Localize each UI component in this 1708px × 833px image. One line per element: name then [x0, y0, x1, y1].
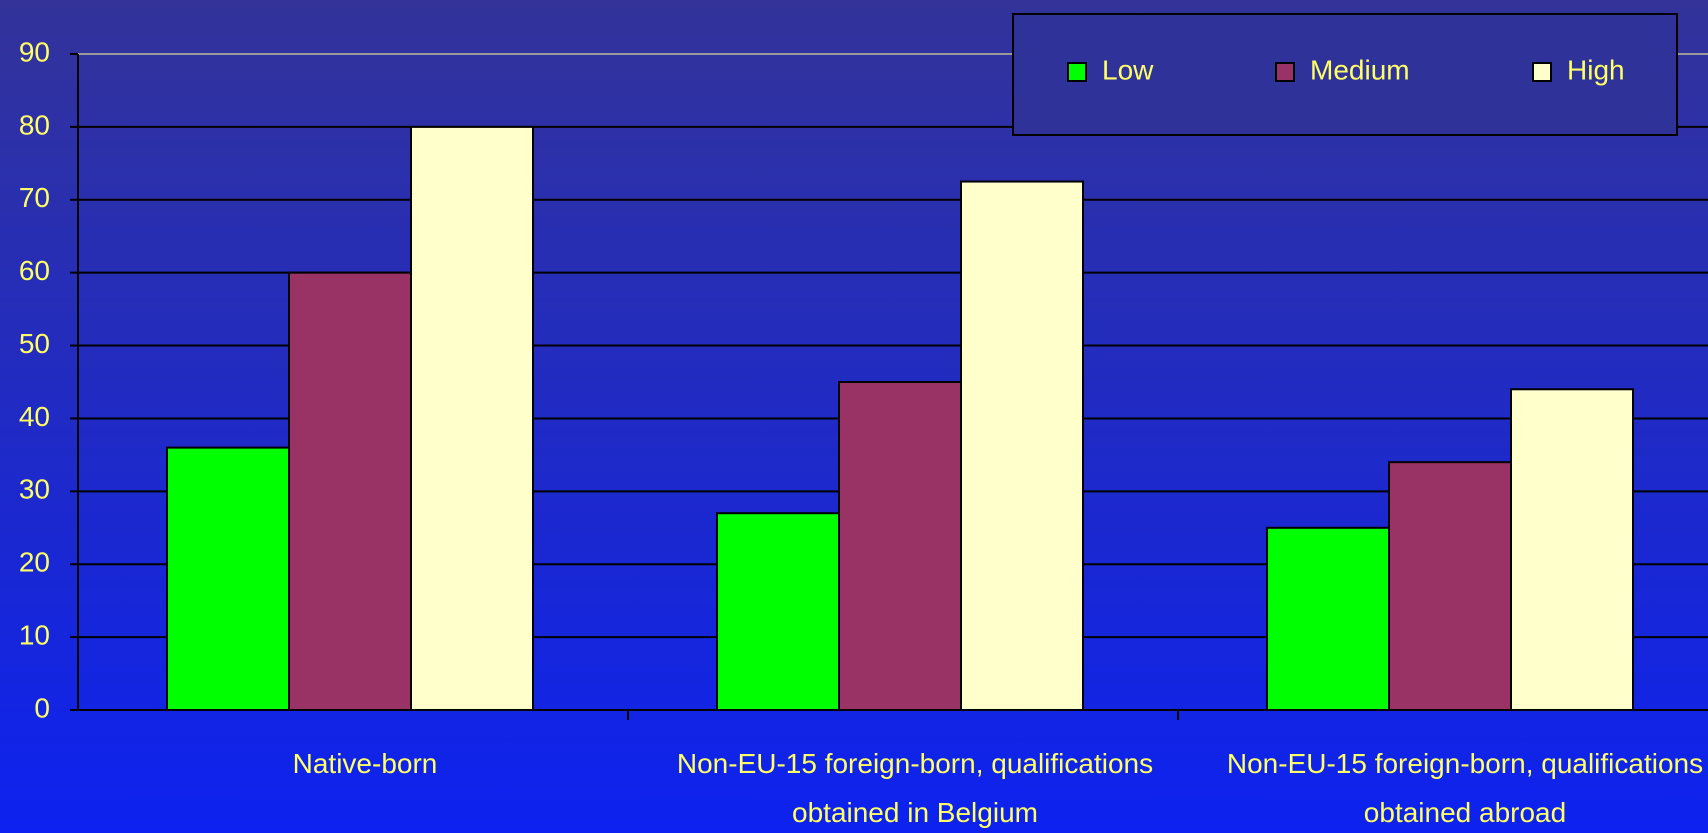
legend-swatch — [1067, 62, 1087, 82]
y-tick-label: 10 — [19, 620, 50, 651]
y-tick-label: 50 — [19, 328, 50, 359]
y-tick-label: 20 — [19, 547, 50, 578]
y-tick-label: 70 — [19, 182, 50, 213]
bar — [960, 180, 1084, 712]
legend-swatch — [1532, 62, 1552, 82]
bar — [1388, 461, 1512, 711]
x-tick-label: Native-born — [292, 748, 438, 779]
y-tick-label: 80 — [19, 109, 50, 140]
y-tick-label: 0 — [34, 692, 50, 723]
y-tick-label: 90 — [19, 36, 50, 67]
legend-swatch — [1275, 62, 1295, 82]
bar — [166, 446, 290, 711]
y-tick-label: 30 — [19, 474, 50, 505]
legend-label: Medium — [1310, 54, 1410, 85]
legend-label: Low — [1102, 54, 1154, 85]
bar — [716, 512, 840, 712]
x-tick-label: Non-EU-15 foreign-born, qualifications o… — [676, 748, 1154, 828]
y-tick-label: 40 — [19, 401, 50, 432]
bar — [410, 125, 534, 711]
x-tick-label: Non-EU-15 foreign-born, qualifications o… — [1226, 748, 1704, 828]
y-tick-label: 60 — [19, 255, 50, 286]
legend-box — [1012, 13, 1678, 136]
legend-label: High — [1567, 54, 1625, 85]
bar — [838, 381, 962, 711]
bar — [1266, 526, 1390, 711]
bar — [288, 271, 412, 711]
bar — [1510, 388, 1634, 711]
